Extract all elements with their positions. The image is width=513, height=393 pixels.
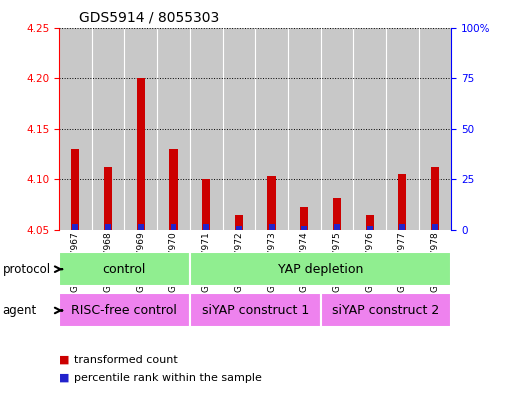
Bar [236, 226, 242, 230]
Text: ■: ■ [59, 373, 69, 383]
Bar [170, 224, 176, 230]
Bar [235, 215, 243, 230]
Text: YAP depletion: YAP depletion [278, 263, 363, 276]
Bar [400, 224, 405, 230]
Bar [267, 176, 275, 230]
Text: transformed count: transformed count [74, 354, 178, 365]
Bar [432, 224, 438, 230]
Bar [157, 28, 190, 230]
Bar [104, 167, 112, 230]
Bar [138, 224, 144, 230]
Bar [301, 226, 307, 230]
Bar [288, 28, 321, 230]
Bar [124, 28, 157, 230]
Bar [321, 294, 451, 327]
Bar [398, 174, 406, 230]
Text: siYAP construct 2: siYAP construct 2 [332, 304, 440, 317]
Text: protocol: protocol [3, 263, 51, 276]
Bar [92, 28, 124, 230]
Bar [190, 28, 223, 230]
Bar [169, 149, 177, 230]
Text: percentile rank within the sample: percentile rank within the sample [74, 373, 262, 383]
Bar [72, 224, 78, 230]
Text: agent: agent [3, 304, 37, 317]
Text: RISC-free control: RISC-free control [71, 304, 177, 317]
Bar [59, 294, 190, 327]
Bar [255, 28, 288, 230]
Bar [367, 226, 372, 230]
Bar [190, 294, 321, 327]
Text: GDS5914 / 8055303: GDS5914 / 8055303 [78, 11, 219, 25]
Bar [334, 224, 340, 230]
Bar [333, 198, 341, 230]
Text: siYAP construct 1: siYAP construct 1 [202, 304, 309, 317]
Bar [353, 28, 386, 230]
Text: control: control [103, 263, 146, 276]
Bar [190, 252, 451, 286]
Bar [202, 179, 210, 230]
Bar [71, 149, 80, 230]
Bar [136, 78, 145, 230]
Bar [419, 28, 451, 230]
Bar [366, 215, 374, 230]
Bar [300, 207, 308, 230]
Bar [105, 224, 111, 230]
Bar [59, 28, 92, 230]
Bar [321, 28, 353, 230]
Bar [431, 167, 439, 230]
Text: ■: ■ [59, 354, 69, 365]
Bar [59, 252, 190, 286]
Bar [386, 28, 419, 230]
Bar [269, 224, 274, 230]
Bar [203, 224, 209, 230]
Bar [223, 28, 255, 230]
